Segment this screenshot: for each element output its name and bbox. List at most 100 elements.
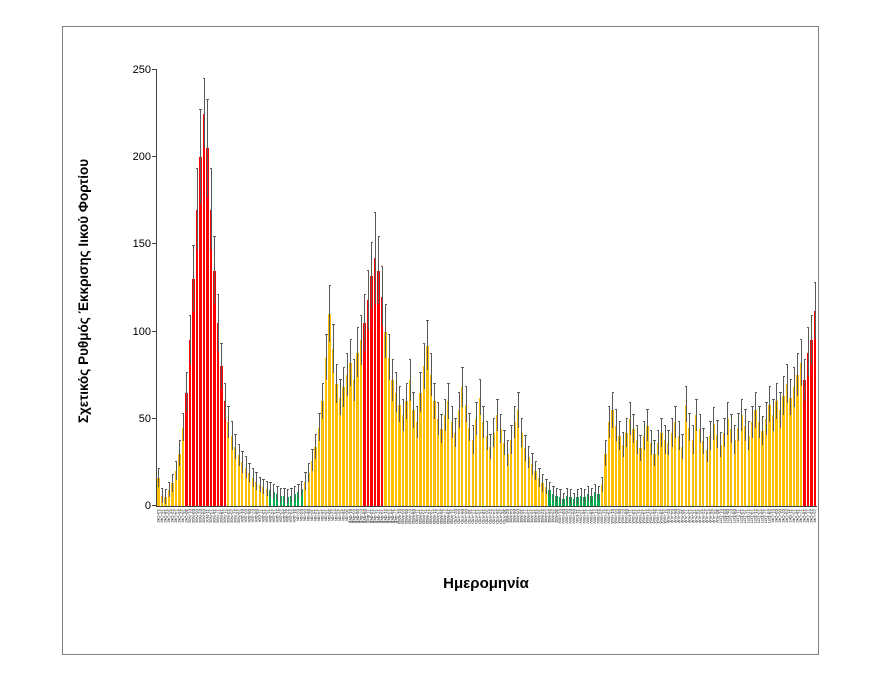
error-bar — [175, 462, 177, 480]
error-bar-cap — [450, 405, 454, 407]
error-bar — [186, 373, 188, 412]
bar — [618, 436, 621, 506]
error-bar-cap — [681, 433, 684, 435]
x-tick-label: 13-Ιουν — [578, 509, 584, 524]
error-bar-cap — [667, 430, 670, 432]
error-bar — [207, 99, 209, 198]
error-bar-cap — [478, 379, 482, 381]
plot-area: 0 50 100 150 200 250 — [133, 64, 817, 512]
x-tick-label: 26-Οκτ — [176, 509, 182, 523]
error-bar-cap — [175, 461, 178, 463]
x-tick-label: 19-Δεκ — [271, 509, 277, 523]
error-bar-cap — [562, 492, 565, 494]
bar — [450, 422, 453, 506]
x-tick-label: 11-Σεπ — [735, 509, 741, 523]
error-bar — [765, 403, 767, 435]
error-bar — [783, 376, 785, 416]
bar — [167, 490, 171, 506]
error-bar-cap — [751, 405, 754, 407]
error-bar-cap — [695, 398, 698, 400]
error-bar — [252, 469, 254, 487]
error-bar-cap — [677, 421, 681, 423]
bar — [621, 444, 625, 506]
x-tick-label: 14-Μαϊ — [526, 509, 532, 523]
error-bar — [671, 418, 673, 447]
error-bar-cap — [388, 334, 391, 336]
error-bar — [329, 286, 331, 343]
error-bar — [657, 431, 659, 456]
x-tick-label: 17-Φεβ — [376, 509, 382, 524]
error-bar-cap — [461, 367, 464, 369]
x-tick-label: 09-Δεκ — [253, 509, 259, 523]
x-tick-label: 25-Φεβ — [390, 509, 395, 524]
bar — [796, 375, 799, 506]
bar — [740, 415, 743, 506]
error-bar — [563, 493, 565, 505]
error-bar — [517, 392, 519, 428]
bar — [373, 258, 377, 506]
bar — [195, 209, 199, 506]
x-tick-label: 21-Ιουν — [592, 509, 598, 524]
error-bar-cap — [286, 489, 290, 491]
error-bar — [493, 418, 495, 447]
error-bar-cap — [363, 293, 366, 295]
bar — [496, 415, 499, 506]
error-bar — [249, 464, 251, 482]
x-tick-label: 19-Ιουν — [589, 509, 595, 524]
error-bar-cap — [594, 484, 597, 486]
error-bar — [615, 410, 617, 442]
error-bar-cap — [457, 391, 461, 393]
error-bar — [221, 343, 223, 390]
error-bar-cap — [559, 489, 562, 491]
x-tick-label: 13-Νοε — [208, 509, 214, 523]
error-bar-cap — [485, 421, 489, 423]
error-bar — [608, 406, 610, 438]
bar — [461, 387, 464, 506]
bar — [775, 401, 778, 506]
error-bar — [465, 387, 467, 423]
error-bar — [591, 488, 593, 503]
x-tick-label: 21-Οκτ — [805, 509, 811, 523]
error-bar — [636, 425, 638, 454]
error-bar — [556, 488, 558, 503]
x-tick-label: 22-Οκτ — [170, 509, 175, 523]
x-tick-label: 24-Οκτ — [173, 509, 179, 523]
error-bar-cap — [429, 353, 433, 355]
error-bar — [521, 418, 523, 447]
error-bar — [535, 462, 537, 480]
x-tick-label: 05-Νοε — [194, 509, 200, 523]
x-tick-label: 19-Οκτ — [802, 509, 808, 523]
x-tick-label: 03-Σεπ — [721, 509, 727, 524]
x-tick-label: 29-Ιουλ — [658, 509, 664, 524]
error-bar — [193, 246, 195, 313]
error-bar-cap — [635, 424, 639, 426]
y-tick-label: 100 — [132, 325, 151, 338]
error-bar — [769, 387, 771, 423]
error-bar-cap — [157, 468, 160, 470]
bar — [684, 404, 687, 506]
error-bar-cap — [419, 372, 422, 374]
error-bar — [409, 359, 411, 402]
x-tick-label: 07-Ιουν — [568, 509, 574, 524]
x-tick-label: 03-Μαρ — [400, 509, 406, 525]
x-tick-label: 20-Οκτ — [166, 509, 172, 523]
error-bar — [605, 441, 607, 466]
error-bar — [692, 425, 694, 454]
error-bar — [259, 478, 261, 493]
error-bar — [748, 422, 750, 451]
error-bar-cap — [719, 431, 723, 433]
x-tick-label: 06-Απρ — [459, 509, 465, 524]
error-bar-cap — [185, 372, 188, 374]
error-bar-cap — [625, 417, 628, 419]
bar — [691, 439, 694, 506]
error-bar-cap — [468, 412, 471, 414]
error-bar-cap — [164, 489, 167, 491]
error-bar-cap — [297, 484, 300, 486]
bar — [349, 363, 352, 506]
bar — [705, 450, 708, 506]
bar — [230, 436, 233, 506]
x-tick-label: 29-Ιουν — [606, 509, 612, 524]
y-tick-mark — [152, 69, 157, 70]
bar — [272, 492, 275, 506]
bar — [751, 422, 754, 506]
